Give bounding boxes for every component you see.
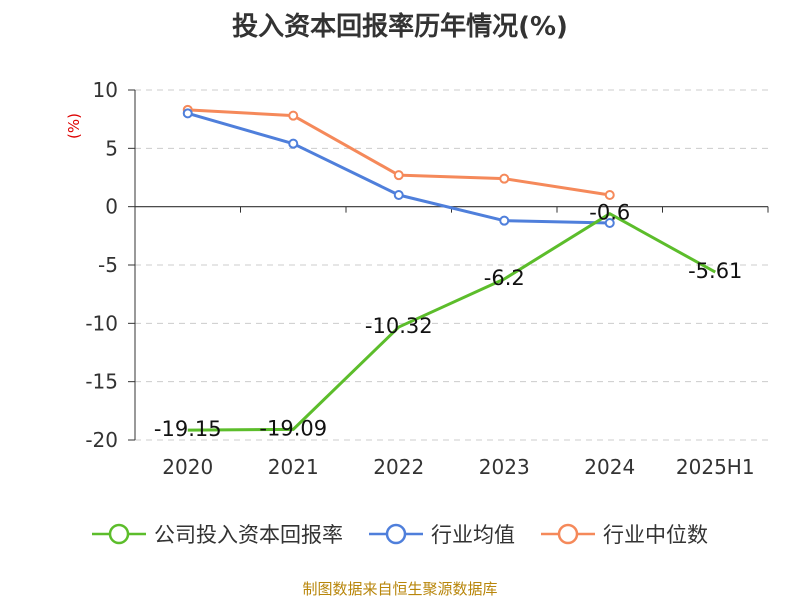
data-labels: -19.15 -19.09 -10.32 -6.2 -0.6 -5.61 [154,201,743,441]
series-1-point-2022 [393,190,404,200]
legend: 公司投入资本回报率 行业均值 行业中位数 [0,519,800,549]
data-label-2022: -10.32 [365,314,433,338]
x-tick-label-2023: 2023 [479,455,530,479]
x-tick-label-2020: 2020 [162,455,213,479]
legend-label-company: 公司投入资本回报率 [154,523,343,547]
y-tick-label-2: 0 [105,195,118,219]
y-tick-label-6: -20 [85,428,118,452]
legend-median-line-icon [541,523,595,545]
series-1-point-2021 [288,138,299,149]
series-lines [182,104,716,432]
x-tick-label-2021: 2021 [268,455,319,479]
data-label-2025H1: -5.61 [688,259,742,283]
legend-item-industry-median[interactable]: 行业中位数 [541,519,708,549]
legend-mean-line-icon [369,523,423,545]
legend-item-company[interactable]: 公司投入资本回报率 [92,519,343,549]
series-1-point-2020 [182,108,193,119]
series-line-2 [187,108,610,197]
y-tick-label-1: 5 [105,136,118,160]
x-tick-label-2024: 2024 [584,455,635,479]
axes: 10 5 0 -5 -10 -15 -20 2020 2021 2022 2023 2024 2025H… [65,78,769,479]
chart-title: 投入资本回报率历年情况(%) [232,12,568,42]
series-2-point-2023 [499,173,510,184]
legend-label-industry-median: 行业中位数 [603,523,708,547]
series-1-point-2023 [499,215,510,226]
series-2-point-2024 [604,190,615,200]
y-tick-label-0: 10 [93,78,118,102]
y-tick-label-3: -5 [98,253,118,277]
legend-item-industry-mean[interactable]: 行业均值 [369,519,515,549]
legend-company-line-icon [92,523,146,545]
series-1-point-2024 [604,218,615,228]
y-tick-label-5: -15 [85,370,118,394]
source-note: 制图数据来自恒生聚源数据库 [302,580,498,598]
x-tick-label-2022: 2022 [373,455,424,479]
series-2-point-2021 [288,110,299,121]
series-line-0 [187,212,716,432]
data-label-2020: -19.15 [154,417,222,441]
series-2-point-2022 [393,170,404,181]
y-axis-label: (%) [65,113,83,139]
x-tick-label-2025H1: 2025H1 [676,455,755,479]
grid-lines [135,89,768,441]
legend-label-industry-mean: 行业均值 [431,523,515,547]
data-label-2023: -6.2 [484,266,525,290]
data-label-2021: -19.09 [259,416,327,440]
data-label-2024: -0.6 [589,201,630,225]
y-tick-label-4: -10 [85,311,118,335]
